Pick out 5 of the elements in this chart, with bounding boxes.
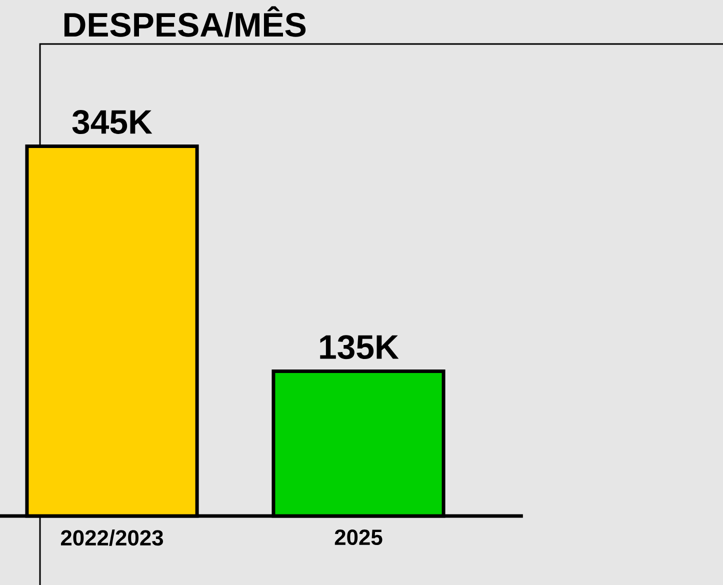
x-tick-label: 2022/2023 [60, 530, 164, 546]
chart-title: DESPESA/MÊS [64, 6, 306, 38]
x-tick-label: 2025 [334, 530, 382, 546]
data-label: 135K [320, 335, 399, 360]
data-label: 345K [72, 110, 152, 134]
